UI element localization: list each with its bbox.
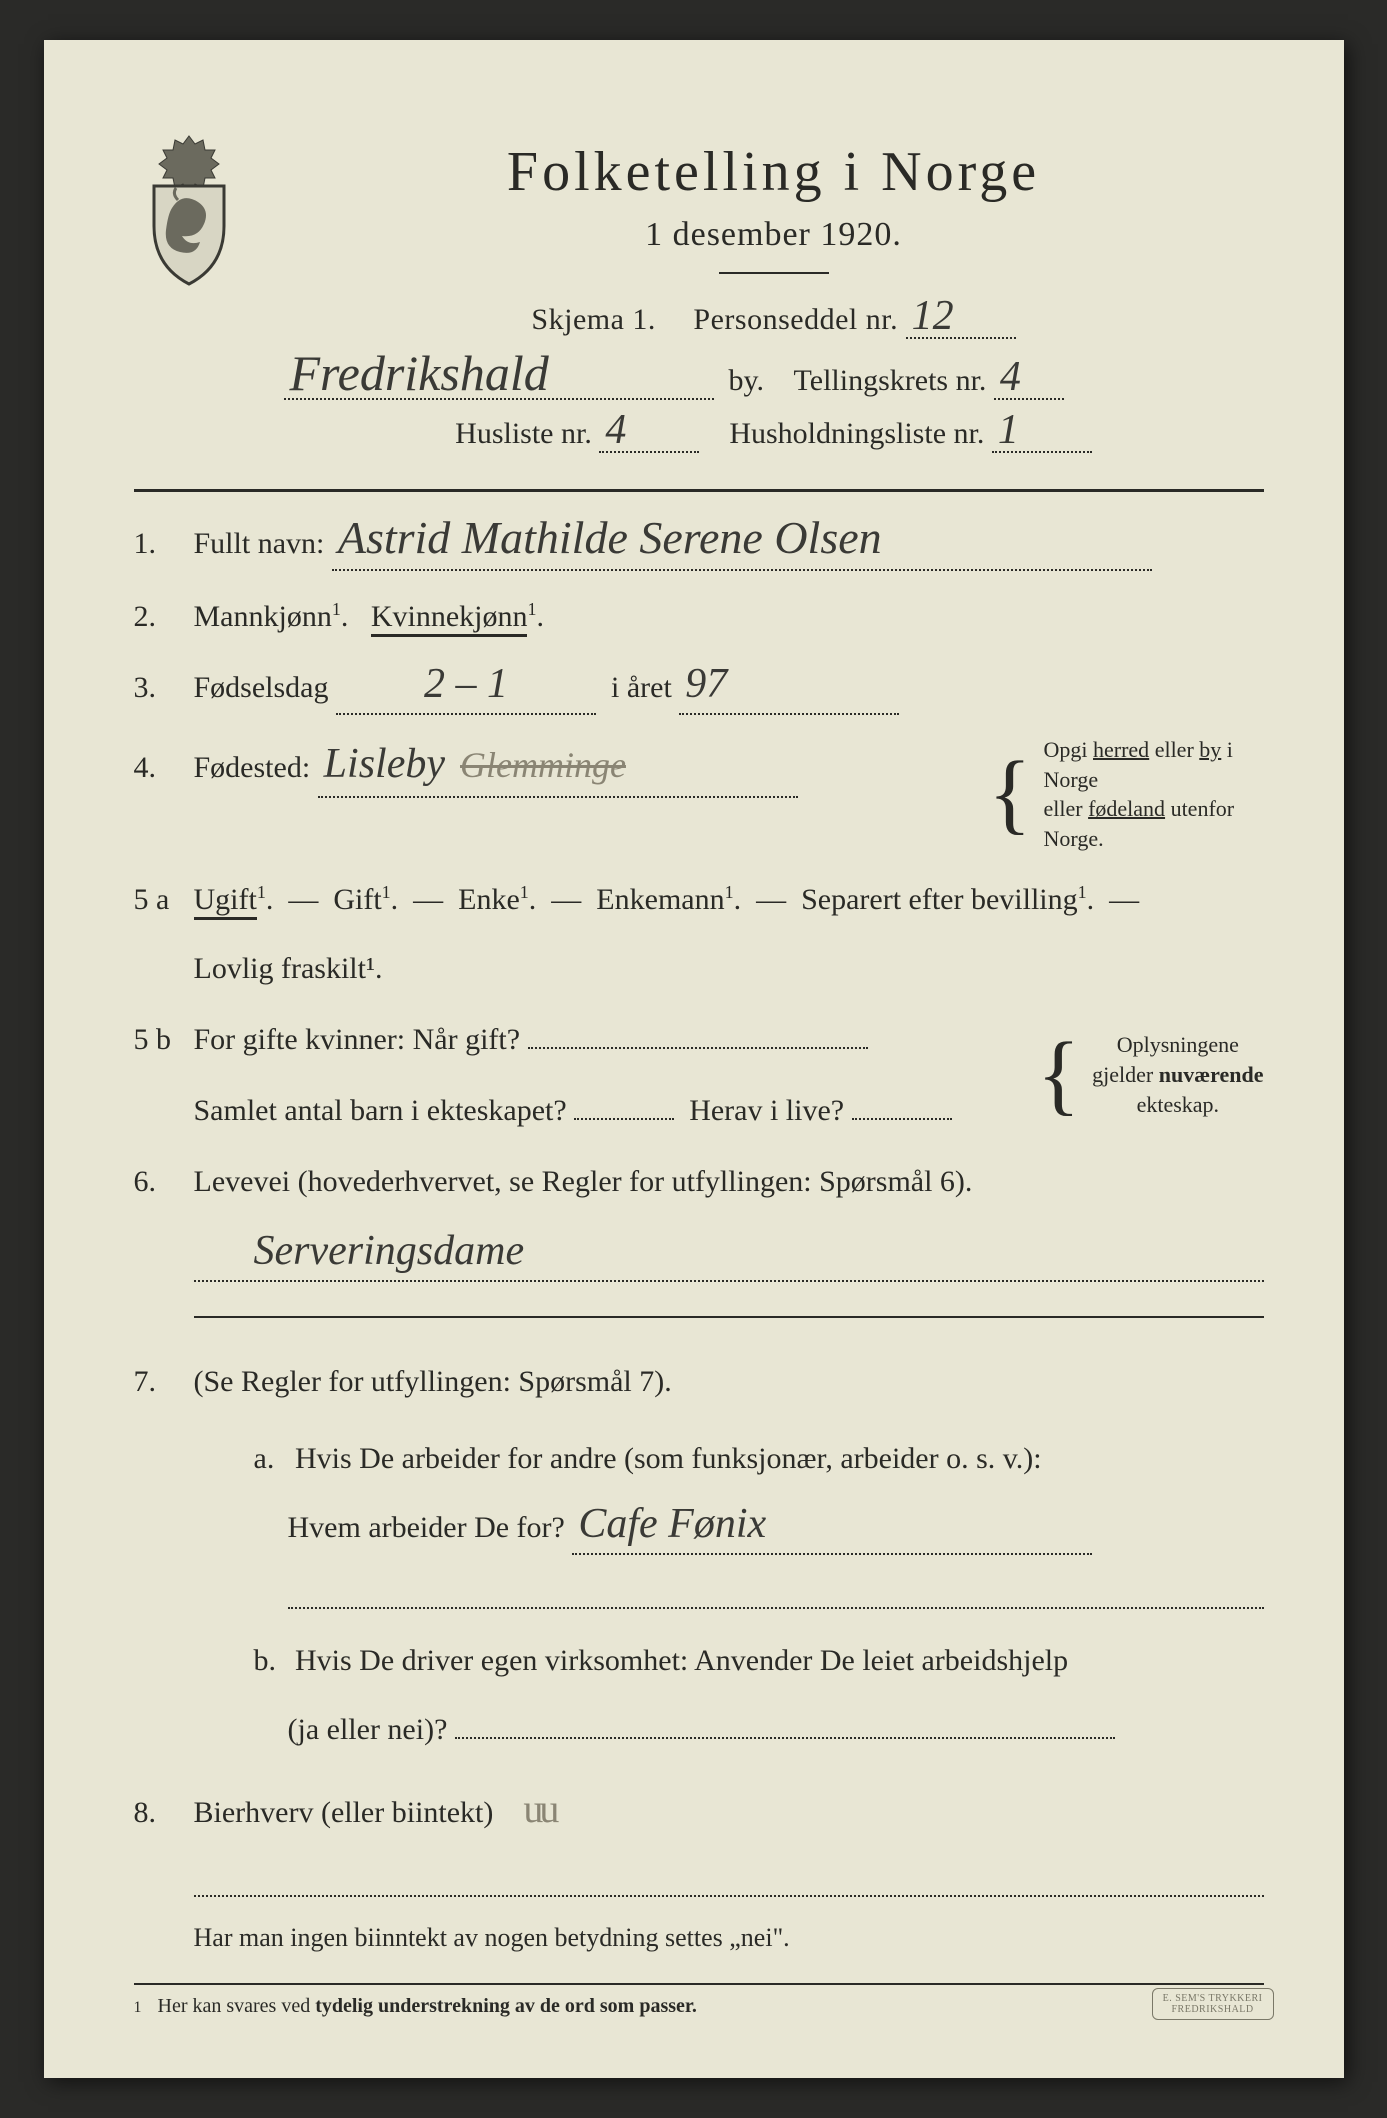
q7a-value: Cafe Fønix bbox=[578, 1508, 766, 1542]
printer-line2: FREDRIKSHALD bbox=[1163, 2004, 1263, 2015]
q4-value: Lisleby bbox=[324, 748, 445, 782]
husliste-label: Husliste nr. bbox=[455, 417, 592, 450]
q7: 7. (Se Regler for utfyllingen: Spørsmål … bbox=[134, 1356, 1264, 1755]
husliste-value: 4 bbox=[605, 414, 626, 448]
q5a-opts2: Lovlig fraskilt¹. bbox=[194, 943, 1264, 994]
footnote-rule bbox=[134, 1983, 1264, 1985]
q5a-num: 5 a bbox=[134, 874, 180, 925]
tellingskrets-value: 4 bbox=[1000, 361, 1021, 395]
q5a: 5 a Ugift1. — Gift1. — Enke1. — Enkemann… bbox=[134, 874, 1264, 994]
q5b: 5 b For gifte kvinner: Når gift? Samlet … bbox=[134, 1014, 1264, 1136]
personseddel-label: Personseddel nr. bbox=[693, 303, 898, 336]
q5b-sidenote: { Oplysningene gjelder nuværende ekteska… bbox=[1037, 1030, 1264, 1119]
rule-after-header bbox=[134, 489, 1264, 492]
q7a: a. Hvis De arbeider for andre (som funks… bbox=[254, 1433, 1264, 1609]
q1-num: 1. bbox=[134, 518, 180, 569]
q7-num: 7. bbox=[134, 1356, 180, 1407]
q3-num: 3. bbox=[134, 662, 180, 713]
q5b-side1: Oplysningene bbox=[1092, 1030, 1263, 1060]
q6-num: 6. bbox=[134, 1156, 180, 1207]
q7b-letter: b. bbox=[254, 1635, 288, 1686]
q4: 4. Fødested: Lisleby Glemminge { Opgi he… bbox=[134, 735, 1264, 854]
title-block: Folketelling i Norge 1 desember 1920. Sk… bbox=[284, 130, 1264, 467]
footnote: 1 Her kan svares ved tydelig understrekn… bbox=[134, 1995, 1264, 2018]
header: Folketelling i Norge 1 desember 1920. Sk… bbox=[134, 130, 1264, 467]
q2: 2. Mannkjønn1. Kvinnekjønn1. bbox=[134, 591, 1264, 642]
q7b: b. Hvis De driver egen virksomhet: Anven… bbox=[254, 1635, 1264, 1755]
printer-stamp: E. SEM'S TRYKKERI FREDRIKSHALD bbox=[1152, 1988, 1274, 2020]
q3-year: 97 bbox=[685, 668, 727, 702]
footnote-mark: 1 bbox=[134, 1999, 142, 2017]
q7b-label: Hvis De driver egen virksomhet: Anvender… bbox=[295, 1644, 1068, 1677]
q5b-label2: Samlet antal barn i ekteskapet? bbox=[194, 1094, 567, 1127]
meta-line-3: Husliste nr. 4 Husholdningsliste nr. 1 bbox=[284, 414, 1264, 453]
subtitle-date: 1 desember 1920. bbox=[284, 216, 1264, 254]
brace-icon: { bbox=[988, 758, 1031, 830]
q7a-label: Hvis De arbeider for andre (som funksjon… bbox=[295, 1442, 1042, 1475]
brace-icon-2: { bbox=[1037, 1039, 1080, 1111]
q3-day: 2 – 1 bbox=[424, 668, 508, 702]
q7b-q: (ja eller nei)? bbox=[288, 1713, 448, 1746]
meta-line-1: Skjema 1. Personseddel nr. 12 bbox=[284, 300, 1264, 339]
q7-label: (Se Regler for utfyllingen: Spørsmål 7). bbox=[194, 1365, 672, 1398]
q5b-side3: ekteskap. bbox=[1092, 1090, 1263, 1120]
q5b-label1: For gifte kvinner: Når gift? bbox=[194, 1023, 521, 1056]
q6-rule bbox=[194, 1316, 1264, 1318]
q6-value: Serveringsdame bbox=[254, 1235, 525, 1269]
footnote-text: Her kan svares ved tydelig understreknin… bbox=[158, 1995, 697, 2018]
q6: 6. Levevei (hovederhvervet, se Regler fo… bbox=[134, 1156, 1264, 1336]
q2-mann: Mannkjønn bbox=[194, 600, 332, 633]
title-rule bbox=[719, 272, 829, 274]
q1: 1. Fullt navn: Astrid Mathilde Serene Ol… bbox=[134, 518, 1264, 571]
by-label: by. bbox=[729, 364, 765, 397]
q1-label: Fullt navn: bbox=[194, 527, 325, 560]
personseddel-value: 12 bbox=[912, 300, 954, 334]
q4-label: Fødested: bbox=[194, 751, 311, 784]
q4-side1: Opgi herred eller by i Norge bbox=[1044, 735, 1264, 794]
q4-sidenote: { Opgi herred eller by i Norge eller fød… bbox=[988, 735, 1263, 854]
q8-value: uu bbox=[523, 1786, 555, 1831]
q8-label: Bierhverv (eller biintekt) bbox=[194, 1796, 494, 1829]
q3-label: Fødselsdag bbox=[194, 671, 329, 704]
q5b-side2: gjelder nuværende bbox=[1092, 1060, 1263, 1090]
q7a-q: Hvem arbeider De for? bbox=[288, 1511, 565, 1544]
coat-of-arms-icon bbox=[134, 130, 244, 290]
q7a-letter: a. bbox=[254, 1433, 288, 1484]
q5b-num: 5 b bbox=[134, 1014, 180, 1065]
census-form-page: Folketelling i Norge 1 desember 1920. Sk… bbox=[44, 40, 1344, 2078]
q2-kvinne: Kvinnekjønn bbox=[371, 600, 528, 637]
husholdning-label: Husholdningsliste nr. bbox=[729, 417, 984, 450]
q1-value: Astrid Mathilde Serene Olsen bbox=[338, 520, 882, 557]
q5a-opts: Ugift1. — Gift1. — Enke1. — Enkemann1. —… bbox=[194, 883, 1140, 916]
main-title: Folketelling i Norge bbox=[284, 140, 1264, 204]
q4-side2: eller fødeland utenfor Norge. bbox=[1044, 794, 1264, 853]
husholdning-value: 1 bbox=[998, 414, 1019, 448]
crest-svg bbox=[134, 130, 244, 290]
q4-struck: Glemminge bbox=[460, 745, 626, 785]
q8-num: 8. bbox=[134, 1787, 180, 1838]
q6-label: Levevei (hovederhvervet, se Regler for u… bbox=[194, 1165, 973, 1198]
q3: 3. Fødselsdag 2 – 1 i året 97 bbox=[134, 662, 1264, 715]
q4-num: 4. bbox=[134, 742, 180, 793]
q3-mid: i året bbox=[611, 671, 672, 704]
tail-note: Har man ingen biinntekt av nogen betydni… bbox=[194, 1923, 1264, 1953]
q2-num: 2. bbox=[134, 591, 180, 642]
tellingskrets-label: Tellingskrets nr. bbox=[794, 364, 987, 397]
meta-line-2: Fredrikshald by. Tellingskrets nr. 4 bbox=[284, 353, 1264, 400]
printer-line1: E. SEM'S TRYKKERI bbox=[1163, 1993, 1263, 2004]
skjema-label: Skjema 1. bbox=[531, 303, 656, 336]
by-value: Fredrikshald bbox=[290, 353, 549, 393]
q8: 8. Bierhverv (eller biintekt) uu bbox=[134, 1775, 1264, 1897]
q5b-label3: Herav i live? bbox=[689, 1094, 844, 1127]
